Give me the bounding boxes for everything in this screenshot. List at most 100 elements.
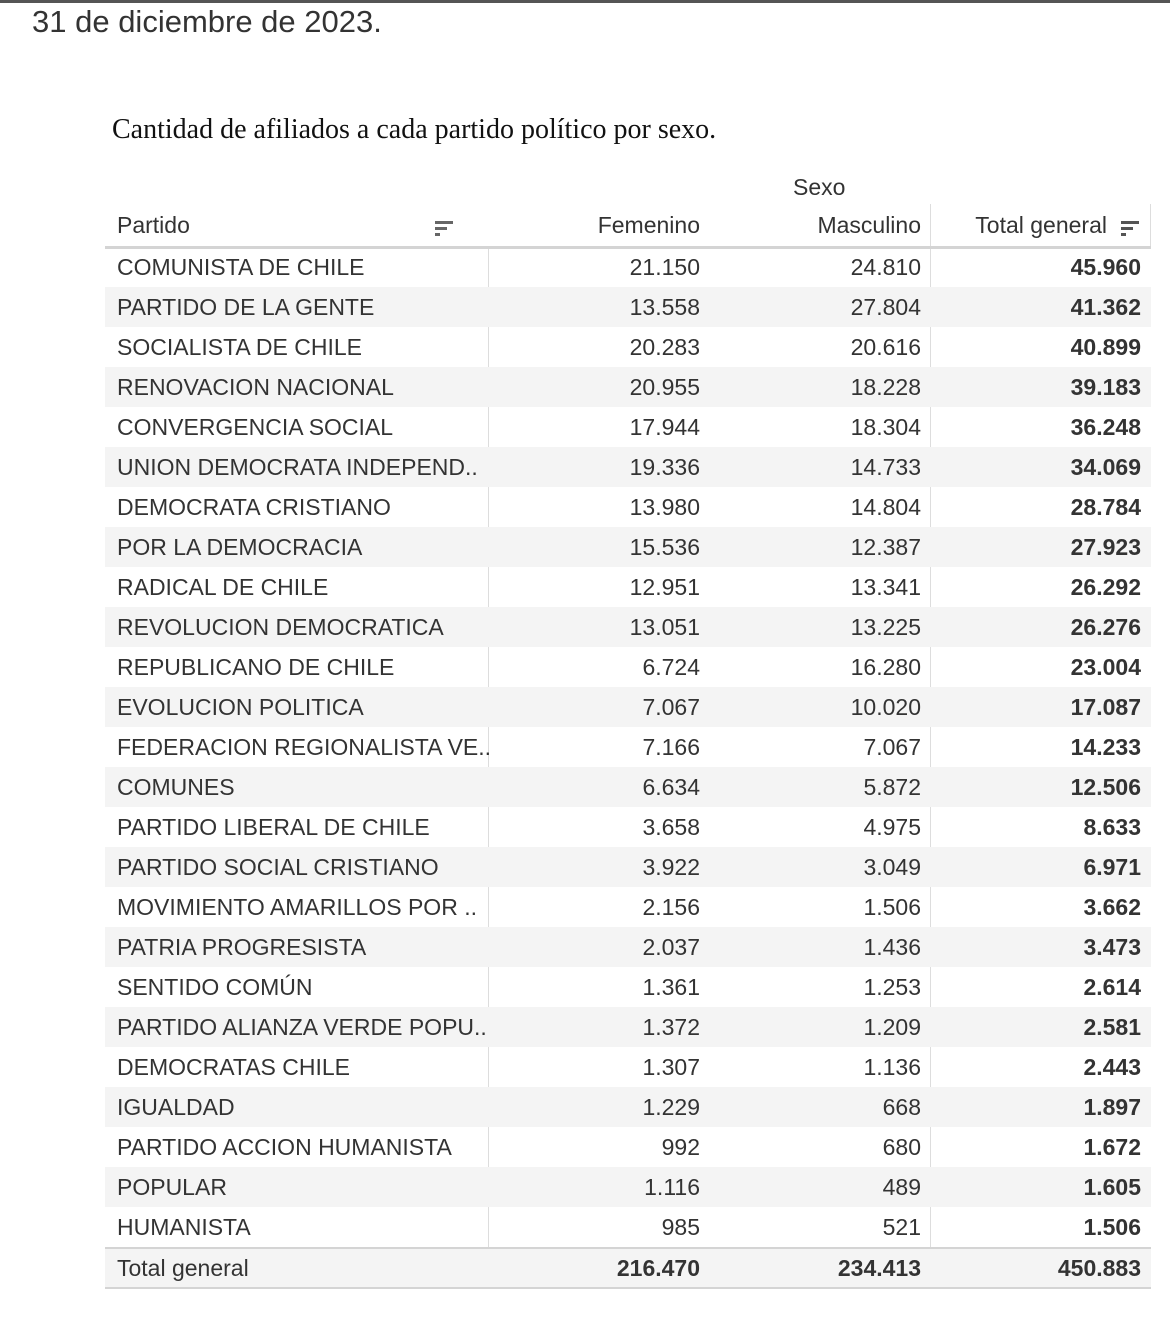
party-name: COMUNISTA DE CHILE xyxy=(117,254,365,280)
party-name: PARTIDO SOCIAL CRISTIANO xyxy=(117,854,439,880)
table-row: COMUNISTA DE CHILE 21.150 24.810 45.960 xyxy=(105,247,1151,287)
party-name: PARTIDO DE LA GENTE xyxy=(117,294,375,320)
masculino-value: 14.804 xyxy=(850,494,921,520)
table-row: PARTIDO LIBERAL DE CHILE 3.658 4.975 8.633 xyxy=(105,807,1151,847)
femenino-value: 1.372 xyxy=(642,1014,700,1040)
total-value: 27.923 xyxy=(1070,534,1141,560)
table-row: REVOLUCION DEMOCRATICA 13.051 13.225 26.276 xyxy=(105,607,1151,647)
total-label: Total general xyxy=(117,1255,249,1281)
table-row: REPUBLICANO DE CHILE 6.724 16.280 23.004 xyxy=(105,647,1151,687)
femenino-value: 13.980 xyxy=(629,494,700,520)
group-header-sexo: Sexo xyxy=(793,174,846,200)
table-row: RENOVACION NACIONAL 20.955 18.228 39.183 xyxy=(105,367,1151,407)
total-value: 28.784 xyxy=(1070,494,1141,520)
party-name: EVOLUCION POLITICA xyxy=(117,694,364,720)
date-line: 31 de diciembre de 2023. xyxy=(32,4,382,39)
party-name: PARTIDO ALIANZA VERDE POPU.. xyxy=(117,1014,487,1040)
total-value: 36.248 xyxy=(1070,414,1141,440)
party-name: POR LA DEMOCRACIA xyxy=(117,534,363,560)
party-name: IGUALDAD xyxy=(117,1094,235,1120)
party-name: SOCIALISTA DE CHILE xyxy=(117,334,362,360)
table-row: EVOLUCION POLITICA 7.067 10.020 17.087 xyxy=(105,687,1151,727)
femenino-value: 1.361 xyxy=(642,974,700,1000)
table-row: UNION DEMOCRATA INDEPEND.. 19.336 14.733 34… xyxy=(105,447,1151,487)
femenino-value: 2.037 xyxy=(642,934,700,960)
total-general: 450.883 xyxy=(1057,1255,1141,1281)
table-row: POR LA DEMOCRACIA 15.536 12.387 27.923 xyxy=(105,527,1151,567)
total-value: 23.004 xyxy=(1070,654,1141,680)
party-name: UNION DEMOCRATA INDEPEND.. xyxy=(117,454,478,480)
femenino-value: 6.724 xyxy=(642,654,700,680)
header-partido[interactable]: Partido xyxy=(117,212,190,238)
table-body: COMUNISTA DE CHILE 21.150 24.810 45.960 PART… xyxy=(105,247,1151,1247)
masculino-value: 680 xyxy=(882,1134,921,1160)
party-name: HUMANISTA xyxy=(117,1214,251,1240)
total-value: 26.292 xyxy=(1070,574,1141,600)
femenino-value: 13.558 xyxy=(629,294,700,320)
total-value: 45.960 xyxy=(1070,254,1141,280)
masculino-value: 24.810 xyxy=(850,254,921,280)
table-row: DEMOCRATAS CHILE 1.307 1.136 2.443 xyxy=(105,1047,1151,1087)
masculino-value: 12.387 xyxy=(850,534,921,560)
table-row: SENTIDO COMÚN 1.361 1.253 2.614 xyxy=(105,967,1151,1007)
femenino-value: 15.536 xyxy=(629,534,700,560)
femenino-value: 20.955 xyxy=(629,374,700,400)
table-row: FEDERACION REGIONALISTA VE.. 7.166 7.067 14… xyxy=(105,727,1151,767)
column-divider xyxy=(488,247,489,1285)
header-masculino[interactable]: Masculino xyxy=(817,212,921,238)
total-value: 12.506 xyxy=(1070,774,1141,800)
masculino-value: 1.253 xyxy=(863,974,921,1000)
party-name: DEMOCRATA CRISTIANO xyxy=(117,494,391,520)
total-value: 2.614 xyxy=(1083,974,1141,1000)
masculino-value: 20.616 xyxy=(850,334,921,360)
femenino-value: 12.951 xyxy=(629,574,700,600)
masculino-value: 7.067 xyxy=(863,734,921,760)
sort-descending-icon[interactable] xyxy=(1119,214,1139,241)
table-row: POPULAR 1.116 489 1.605 xyxy=(105,1167,1151,1207)
table-row: PARTIDO ACCION HUMANISTA 992 680 1.672 xyxy=(105,1127,1151,1167)
sort-icon[interactable] xyxy=(433,214,453,241)
masculino-value: 18.228 xyxy=(850,374,921,400)
masculino-value: 16.280 xyxy=(850,654,921,680)
table-row: PARTIDO DE LA GENTE 13.558 27.804 41.362 xyxy=(105,287,1151,327)
header-femenino[interactable]: Femenino xyxy=(597,212,700,238)
masculino-value: 10.020 xyxy=(850,694,921,720)
femenino-value: 992 xyxy=(661,1134,700,1160)
party-name: PATRIA PROGRESISTA xyxy=(117,934,367,960)
table-row: MOVIMIENTO AMARILLOS POR .. 2.156 1.506 3.6… xyxy=(105,887,1151,927)
header-total-general[interactable]: Total general xyxy=(975,212,1107,238)
total-value: 40.899 xyxy=(1070,334,1141,360)
femenino-value: 13.051 xyxy=(629,614,700,640)
party-name: PARTIDO ACCION HUMANISTA xyxy=(117,1134,452,1160)
total-value: 1.897 xyxy=(1083,1094,1141,1120)
femenino-value: 985 xyxy=(661,1214,700,1240)
total-value: 3.473 xyxy=(1083,934,1141,960)
total-value: 39.183 xyxy=(1070,374,1141,400)
masculino-value: 5.872 xyxy=(863,774,921,800)
table-row: HUMANISTA 985 521 1.506 xyxy=(105,1207,1151,1247)
table-row: CONVERGENCIA SOCIAL 17.944 18.304 36.248 xyxy=(105,407,1151,447)
total-value: 2.581 xyxy=(1083,1014,1141,1040)
total-value: 1.605 xyxy=(1083,1174,1141,1200)
masculino-value: 13.341 xyxy=(850,574,921,600)
party-name: PARTIDO LIBERAL DE CHILE xyxy=(117,814,430,840)
party-name: FEDERACION REGIONALISTA VE.. xyxy=(117,734,492,760)
femenino-value: 21.150 xyxy=(629,254,700,280)
party-name: CONVERGENCIA SOCIAL xyxy=(117,414,394,440)
table-row: IGUALDAD 1.229 668 1.897 xyxy=(105,1087,1151,1127)
party-name: MOVIMIENTO AMARILLOS POR .. xyxy=(117,894,477,920)
femenino-value: 6.634 xyxy=(642,774,700,800)
table-header: Partido Femenino Masculino Total general xyxy=(105,206,1151,249)
femenino-value: 7.166 xyxy=(642,734,700,760)
masculino-value: 521 xyxy=(882,1214,921,1240)
femenino-value: 7.067 xyxy=(642,694,700,720)
table-row: RADICAL DE CHILE 12.951 13.341 26.292 xyxy=(105,567,1151,607)
party-name: DEMOCRATAS CHILE xyxy=(117,1054,351,1080)
femenino-value: 3.922 xyxy=(642,854,700,880)
masculino-value: 14.733 xyxy=(850,454,921,480)
masculino-value: 3.049 xyxy=(863,854,921,880)
masculino-value: 1.436 xyxy=(863,934,921,960)
party-name: RENOVACION NACIONAL xyxy=(117,374,394,400)
femenino-value: 3.658 xyxy=(642,814,700,840)
total-value: 1.506 xyxy=(1083,1214,1141,1240)
